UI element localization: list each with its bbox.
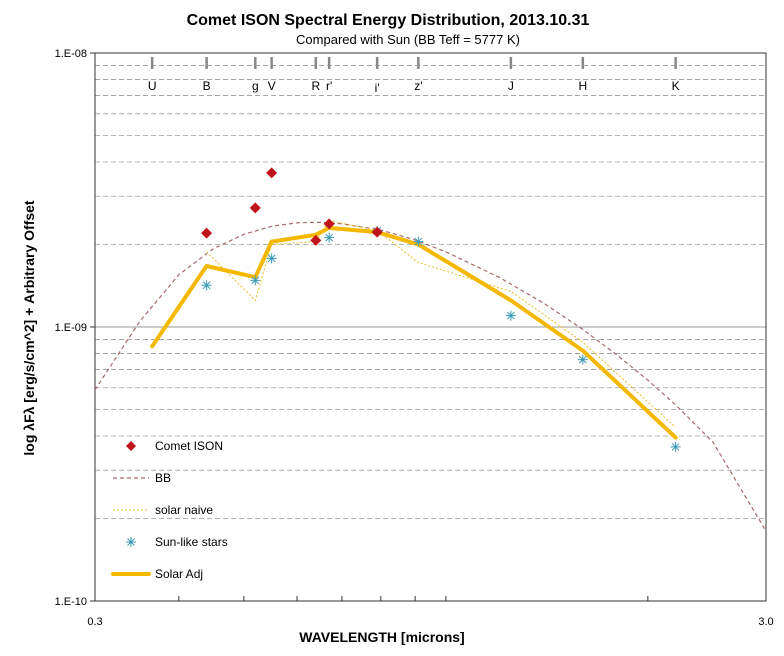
y-tick-label: 1.E-08: [55, 48, 87, 60]
sun-like-star-point: [505, 310, 516, 321]
legend-label-sun-like-stars: Sun-like stars: [155, 535, 228, 549]
comet-ison-point: [310, 234, 322, 246]
sun-like-star-point: [670, 441, 681, 452]
legend-label-solar-adj: Solar Adj: [155, 567, 203, 581]
band-label: g: [252, 79, 259, 93]
y-tick-label: 1.E-10: [55, 596, 87, 608]
band-label: K: [672, 79, 680, 93]
chart-title: Comet ISON Spectral Energy Distribution,…: [187, 12, 590, 29]
sun-like-star-point: [413, 236, 424, 247]
comet-ison-point: [371, 226, 383, 238]
x-tick-label: 0.3: [87, 616, 102, 628]
y-axis-title: log λFλ [erg/s/cm^2] + Arbitrary Offset: [21, 200, 37, 456]
x-axis-title: WAVELENGTH [microns]: [299, 629, 464, 645]
band-label: H: [578, 79, 587, 93]
legend-label-bb: BB: [155, 471, 171, 485]
legend-label-solar-naive: solar naive: [155, 503, 213, 517]
bb-line: [94, 221, 767, 532]
sun-like-star-point: [250, 275, 261, 286]
comet-ison-point: [249, 202, 261, 214]
band-label: J: [508, 79, 514, 93]
band-label: z': [414, 79, 422, 93]
x-axis-ticks: 0.3 3.0: [87, 596, 774, 628]
band-label: R: [311, 79, 320, 93]
comet-ison-point: [201, 227, 213, 239]
sun-like-star-point: [201, 280, 212, 291]
y-axis-ticks: 1.E-08 1.E-09 1.E-10: [55, 48, 95, 608]
sun-like-star-point: [577, 354, 588, 365]
y-tick-label: 1.E-09: [55, 322, 87, 334]
band-label: U: [148, 79, 157, 93]
comet-ison-point: [266, 167, 278, 179]
legend-label-comet-ison: Comet ISON: [155, 439, 223, 453]
data-series: [94, 167, 767, 532]
band-label: i': [375, 81, 380, 95]
band-label: V: [268, 79, 276, 93]
grid-lines: [95, 65, 766, 519]
band-label: B: [203, 79, 211, 93]
comet-ison-point: [323, 218, 335, 230]
legend: Comet ISON BB solar naive Sun-like stars Sol…: [111, 439, 228, 581]
sun-like-star-point: [324, 232, 335, 243]
band-label: r': [326, 79, 332, 93]
legend-swatch-sun-like-stars: [126, 537, 136, 547]
sun-like-star-point: [266, 253, 277, 264]
chart-subtitle: Compared with Sun (BB Teff = 5777 K): [296, 32, 520, 47]
x-tick-label: 3.0: [758, 616, 773, 628]
solar-naive-line: [206, 219, 676, 428]
legend-swatch-comet-ison: [126, 441, 136, 451]
